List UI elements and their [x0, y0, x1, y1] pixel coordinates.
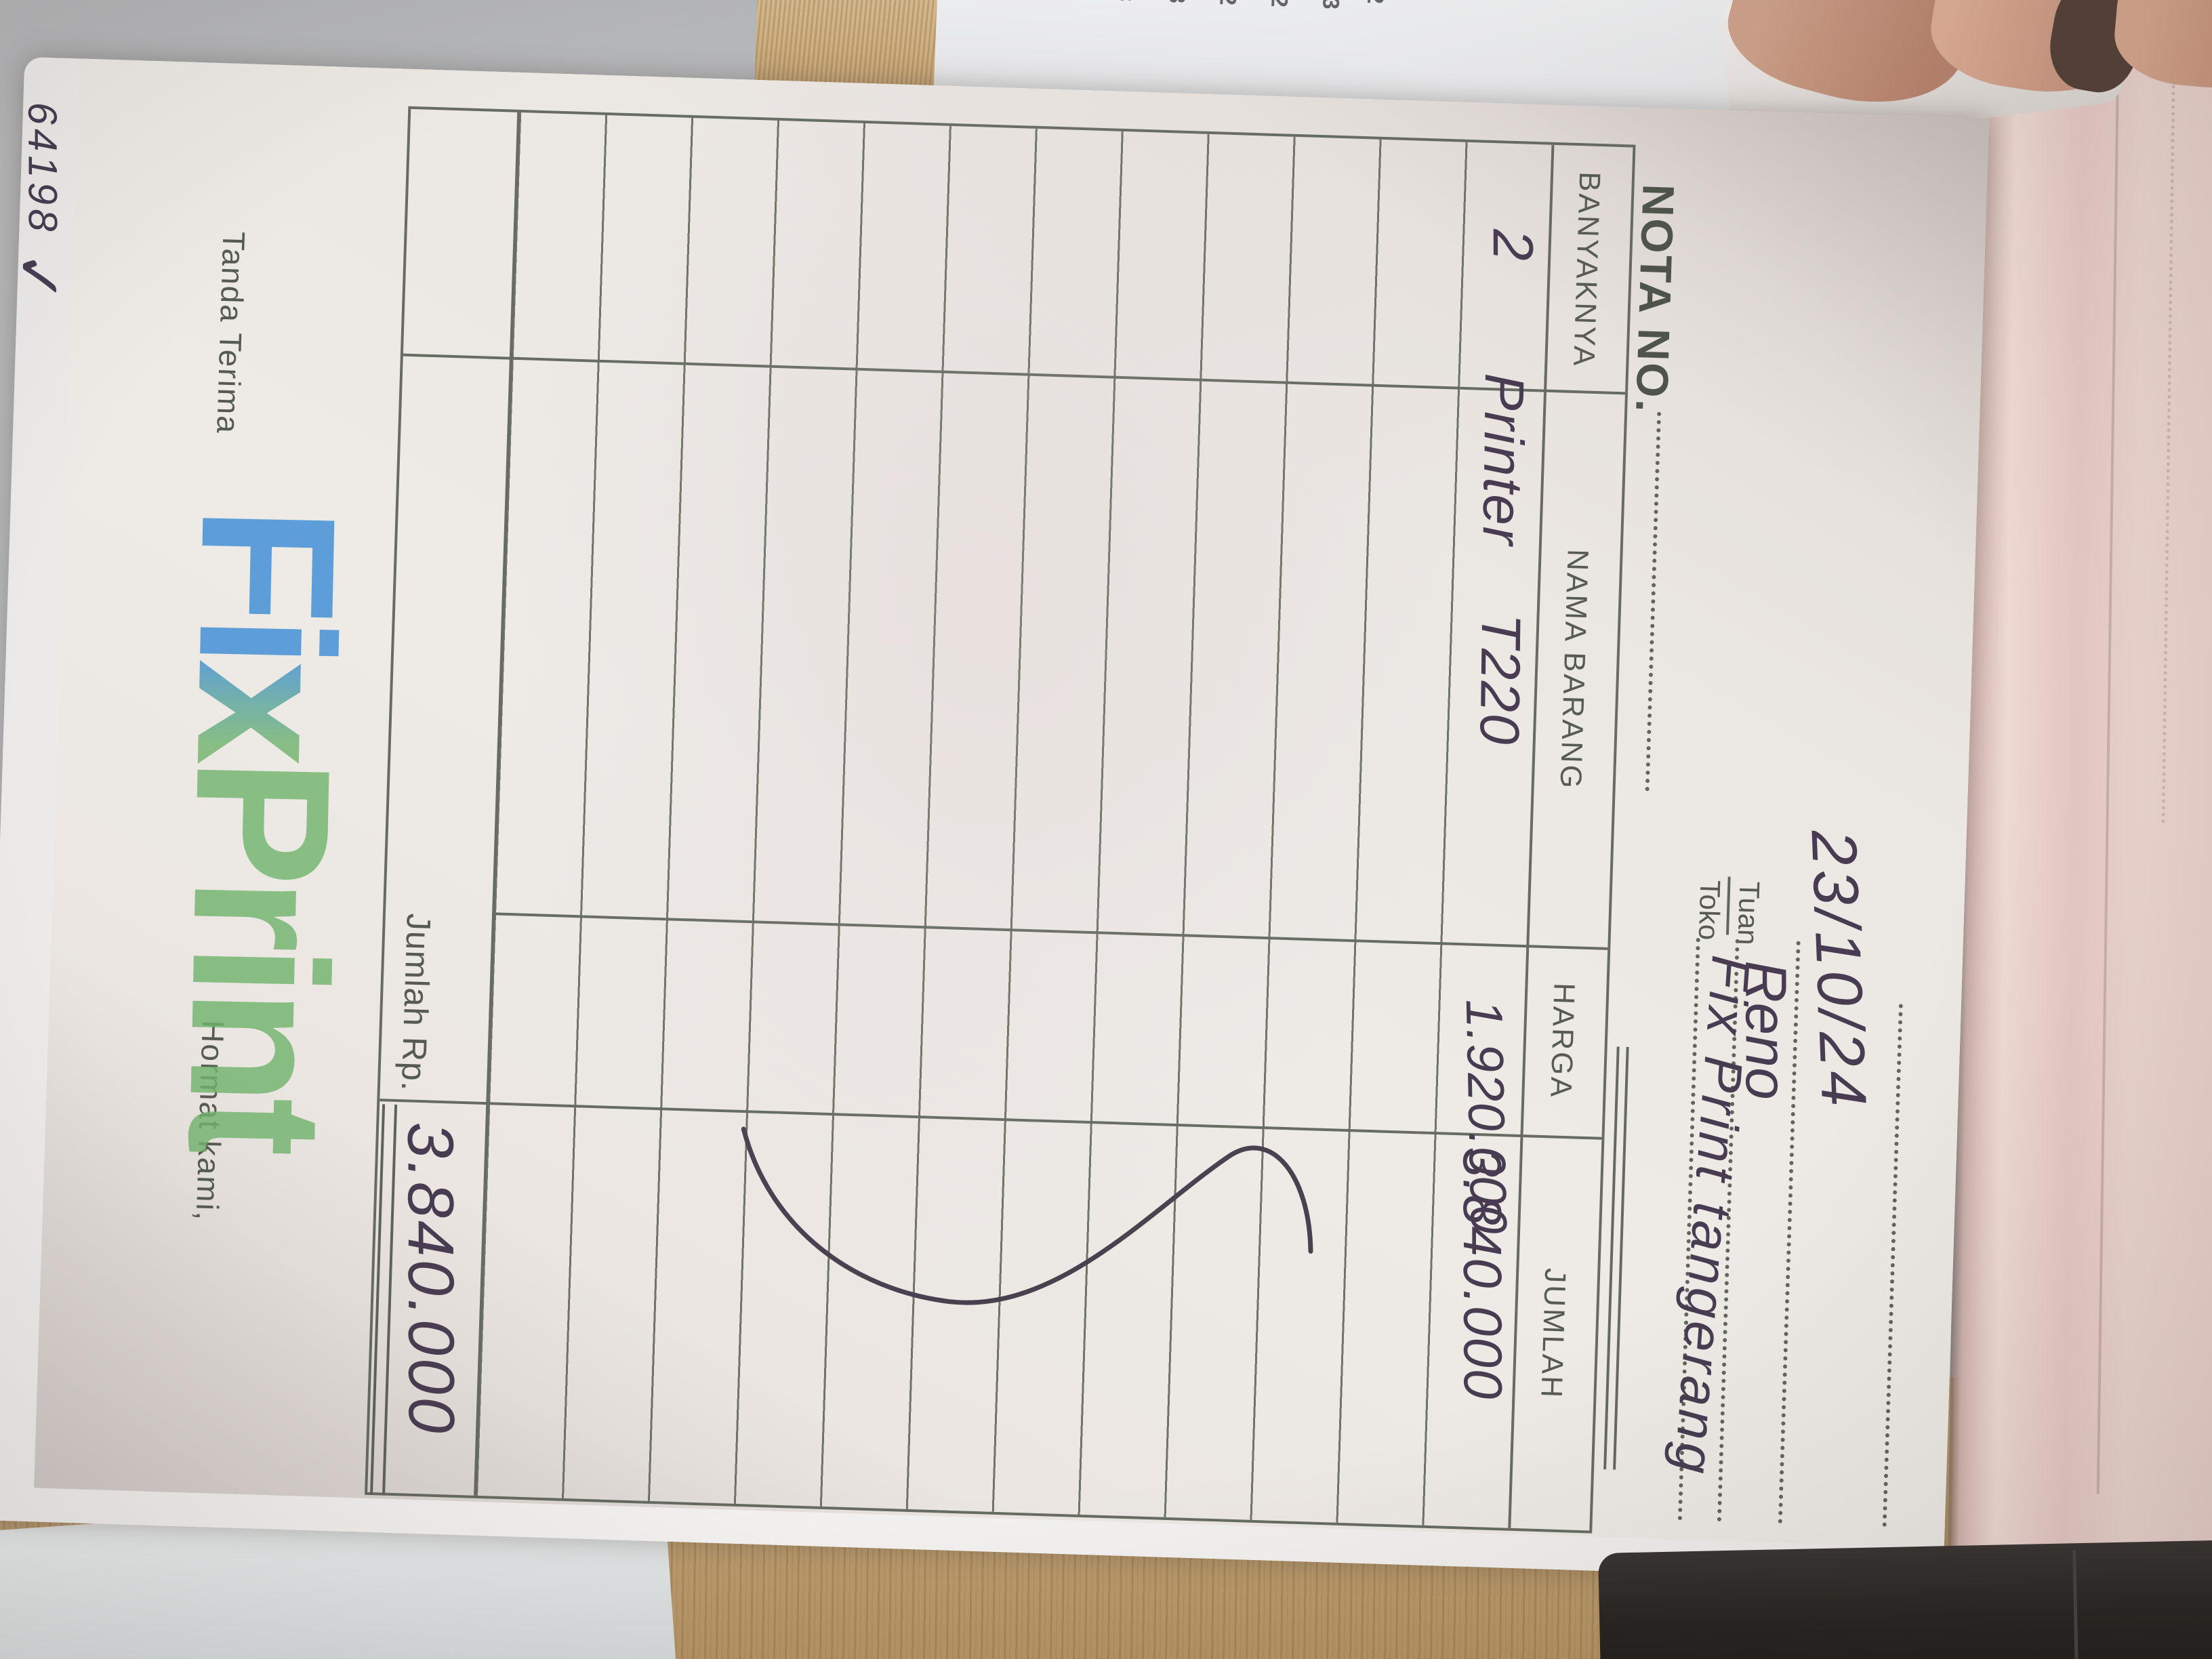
jumlah-rp-label: Jumlah Rp. [394, 913, 438, 1092]
nota-number-dotted-line [1645, 411, 1662, 792]
background-sheet-numbers: 23 23 23 22 22 23 2 [1059, 0, 1388, 12]
bg-number: 23 [1163, 0, 1191, 5]
header-double-rule [1603, 1046, 1629, 1470]
bg-number: 23 [1317, 0, 1345, 12]
bg-number: 23 [1060, 0, 1088, 1]
item-amount: 3.840.000 [1452, 1147, 1513, 1401]
handwritten-date: 23/10/24 [1798, 828, 1881, 1112]
tuan-toko-divider [1725, 876, 1731, 935]
item-qty: 2 [1481, 228, 1545, 261]
pink-copy-sheet [1947, 0, 2212, 1611]
bg-number: 22 [1265, 0, 1293, 9]
col-header-jumlah: JUMLAH [1534, 1267, 1572, 1400]
dark-object-seam [2072, 1550, 2078, 1659]
stub-number-value: 64198 [20, 102, 66, 236]
col-header-nama-barang: NAMA BARANG [1553, 548, 1595, 791]
stub-number: 64198 ✓ [1, 102, 75, 303]
checkmark-icon: ✓ [3, 250, 73, 304]
items-table: BANYAKNYA NAMA BARANG HARGA JUMLAH [365, 106, 1636, 1534]
fixprint-stamp: FixPrint [146, 504, 379, 1155]
col-header-harga: HARGA [1544, 982, 1581, 1100]
pink-sheet-crease [2096, 70, 2120, 1494]
handwritten-store-name: Fix Print tangerang [1662, 953, 1762, 1479]
table-row-lines [474, 112, 1552, 1528]
top-dotted-line [1882, 1004, 1903, 1528]
dark-object [1598, 1540, 2212, 1659]
nota-receipt: NOTA NO. 23/10/24 Tuan Toko Reno Fix Pri… [34, 58, 1990, 1548]
handwritten-total: 3.840.000 [394, 1122, 468, 1436]
nota-title: NOTA NO. [1626, 183, 1684, 415]
bg-number: 23 [1111, 0, 1139, 3]
bg-number: 22 [1214, 0, 1242, 7]
toko-label: Toko [1692, 879, 1727, 941]
item-name: Printer T220 [1468, 373, 1536, 746]
bg-number: 2 [1361, 0, 1389, 6]
tanda-terima-label: Tanda Terima [210, 230, 252, 435]
tuan-label: Tuan [1732, 880, 1766, 946]
pink-sheet-dot-impression [2161, 78, 2175, 824]
col-header-banyaknya: BANYAKNYA [1567, 171, 1607, 369]
